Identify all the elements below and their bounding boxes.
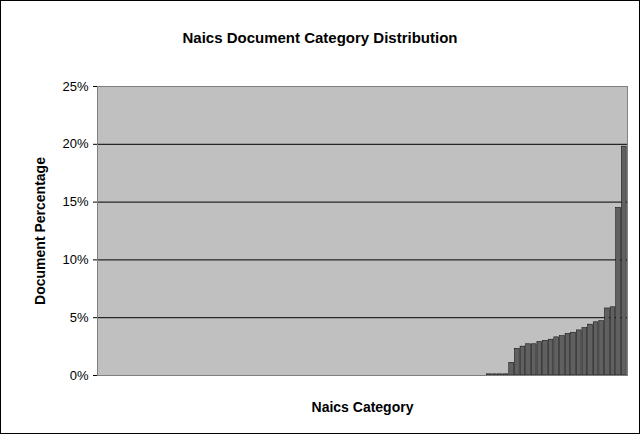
svg-text:10%: 10%	[62, 252, 88, 267]
html-text:Naics Document Category Distri: Naics Document Category Distribution	[182, 29, 458, 46]
svg-text:Naics Category: Naics Category	[312, 399, 414, 415]
svg-text:20%: 20%	[62, 136, 88, 151]
svg-text:0%: 0%	[70, 368, 89, 383]
svg-text:15%: 15%	[62, 194, 88, 209]
svg-text:Document Percentage: Document Percentage	[32, 157, 48, 305]
svg-text:25%: 25%	[62, 79, 88, 94]
svg-text:5%: 5%	[70, 310, 89, 325]
